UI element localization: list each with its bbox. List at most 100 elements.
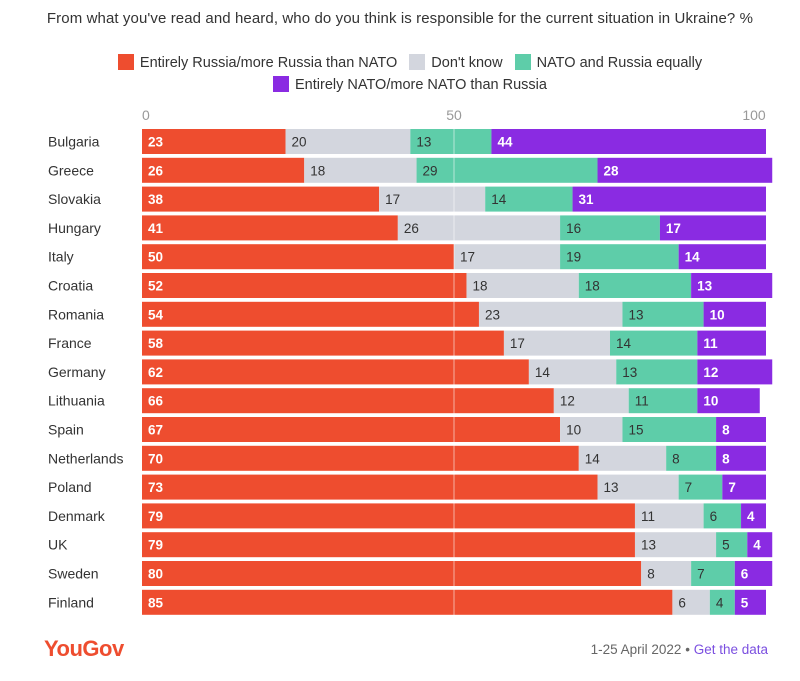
bar-croatia-nato: [691, 273, 773, 298]
footer-date-line: 1-25 April 2022 • Get the data: [591, 642, 768, 657]
category-label-italy: Italy: [48, 249, 74, 265]
data-label-uk-equally: 5: [722, 538, 730, 553]
category-label-uk: UK: [48, 537, 68, 553]
bar-germany-nato: [697, 359, 773, 385]
data-label-france-dont-know: 17: [510, 336, 525, 351]
data-label-lithuania-nato: 10: [703, 394, 718, 409]
legend-swatch-equally: [514, 54, 531, 70]
data-label-france-russia: 58: [148, 336, 164, 351]
data-label-denmark-nato: 4: [747, 509, 755, 524]
bar-croatia-russia: [142, 273, 467, 298]
data-label-italy-nato: 14: [685, 250, 701, 265]
data-label-france-nato: 11: [703, 336, 718, 351]
bar-sweden-dont-know: [641, 561, 692, 586]
bar-uk-russia: [142, 532, 635, 558]
category-label-hungary: Hungary: [48, 220, 101, 236]
bar-denmark-equally: [703, 503, 742, 529]
category-label-romania: Romania: [48, 306, 104, 322]
bar-hungary-nato: [659, 215, 766, 241]
bar-spain-russia: [142, 417, 561, 442]
data-label-france-equally: 14: [616, 336, 632, 351]
category-label-bulgaria: Bulgaria: [48, 134, 100, 150]
bar-poland-equally: [678, 474, 723, 500]
bar-greece-russia: [142, 157, 305, 183]
data-label-netherlands-equally: 8: [672, 451, 680, 466]
bar-spain-nato: [716, 417, 766, 442]
bar-uk-equally: [716, 532, 748, 558]
legend-item-russia: Entirely Russia/more Russia than NATO: [117, 52, 398, 74]
category-label-spain: Spain: [48, 422, 84, 438]
bar-slovakia-equally: [485, 186, 573, 212]
bar-france-equally: [610, 330, 698, 356]
category-label-sweden: Sweden: [48, 566, 99, 582]
legend-label-nato: Entirely NATO/more NATO than Russia: [295, 77, 547, 93]
bar-bulgaria-equally: [410, 129, 492, 154]
data-label-lithuania-equally: 11: [635, 394, 649, 409]
bar-italy-dont-know: [454, 244, 561, 270]
bar-slovakia-dont-know: [379, 186, 486, 212]
data-label-denmark-equally: 6: [710, 509, 718, 524]
data-label-spain-russia: 67: [148, 423, 163, 438]
bar-sweden-equally: [691, 561, 735, 586]
bar-romania-equally: [622, 301, 704, 327]
data-label-lithuania-russia: 66: [148, 394, 164, 409]
legend-label-russia: Entirely Russia/more Russia than NATO: [139, 55, 398, 71]
bar-uk-nato: [747, 532, 773, 558]
bar-spain-equally: [622, 417, 717, 442]
data-label-romania-dont-know: 23: [485, 307, 500, 322]
legend-swatch-dont-know: [409, 54, 426, 70]
data-label-slovakia-nato: 31: [579, 192, 595, 207]
data-label-italy-dont-know: 17: [460, 250, 475, 265]
get-the-data-link[interactable]: Get the data: [693, 642, 768, 657]
category-label-denmark: Denmark: [48, 508, 106, 524]
category-label-netherlands: Netherlands: [48, 450, 124, 466]
bar-germany-dont-know: [528, 359, 617, 385]
bar-slovakia-russia: [142, 186, 380, 212]
bar-finland-dont-know: [672, 589, 710, 615]
data-label-croatia-dont-know: 18: [472, 279, 487, 294]
data-label-croatia-russia: 52: [148, 279, 163, 294]
bar-italy-equally: [560, 244, 679, 270]
data-label-netherlands-russia: 70: [148, 451, 163, 466]
legend-label-dont-know: Don't know: [431, 55, 503, 71]
bar-greece-dont-know: [304, 157, 417, 183]
bar-germany-equally: [616, 359, 698, 385]
footer-separator: •: [681, 642, 694, 657]
legend: Entirely Russia/more Russia than NATO Do…: [60, 52, 760, 96]
data-label-greece-nato: 28: [604, 163, 620, 178]
bar-netherlands-dont-know: [578, 445, 667, 471]
data-label-poland-dont-know: 13: [604, 480, 619, 495]
category-label-germany: Germany: [48, 364, 106, 380]
data-label-finland-russia: 85: [148, 595, 164, 610]
category-label-croatia: Croatia: [48, 278, 93, 294]
bar-denmark-nato: [741, 503, 766, 529]
data-label-germany-russia: 62: [148, 365, 163, 380]
bar-bulgaria-russia: [142, 129, 286, 154]
data-label-italy-russia: 50: [148, 250, 163, 265]
data-label-sweden-equally: 7: [697, 567, 705, 582]
data-label-italy-equally: 19: [566, 250, 581, 265]
bar-denmark-dont-know: [634, 503, 704, 529]
data-label-poland-equally: 7: [685, 480, 693, 495]
bar-greece-nato: [597, 157, 773, 183]
x-tick-label-100: 100: [742, 107, 766, 123]
bar-romania-dont-know: [478, 301, 623, 327]
category-label-finland: Finland: [48, 594, 94, 610]
category-label-poland: Poland: [48, 479, 92, 495]
bar-france-nato: [697, 330, 766, 356]
data-label-slovakia-russia: 38: [148, 192, 164, 207]
bar-netherlands-russia: [142, 445, 579, 471]
data-label-romania-equally: 13: [628, 307, 643, 322]
bar-slovakia-nato: [572, 186, 766, 212]
bar-france-russia: [142, 330, 504, 356]
data-label-croatia-equally: 18: [585, 279, 600, 294]
category-label-greece: Greece: [48, 162, 94, 178]
legend-item-nato: Entirely NATO/more NATO than Russia: [273, 74, 547, 96]
data-label-spain-dont-know: 10: [566, 423, 581, 438]
data-label-sweden-russia: 80: [148, 567, 163, 582]
bar-lithuania-equally: [628, 388, 698, 414]
bar-sweden-nato: [734, 561, 773, 586]
survey-date: 1-25 April 2022: [590, 642, 682, 657]
bar-italy-nato: [678, 244, 766, 270]
data-label-uk-dont-know: 13: [641, 538, 656, 553]
